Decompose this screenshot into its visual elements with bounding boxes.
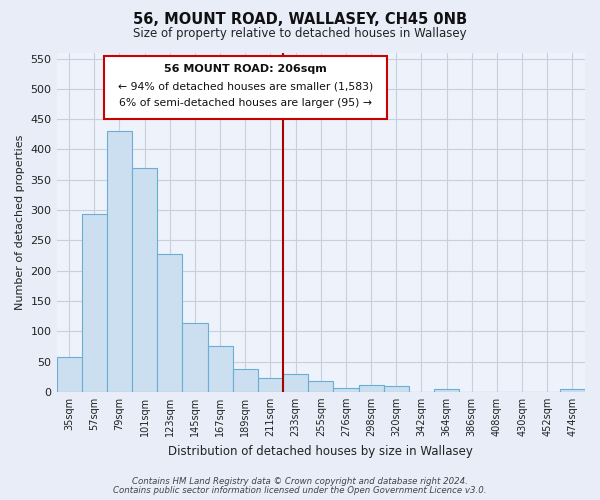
Bar <box>132 168 157 392</box>
Bar <box>182 322 208 392</box>
Bar <box>233 369 258 392</box>
Bar <box>258 378 283 392</box>
Bar <box>308 381 334 392</box>
Text: 6% of semi-detached houses are larger (95) →: 6% of semi-detached houses are larger (9… <box>119 98 372 108</box>
Bar <box>383 386 409 392</box>
Text: Contains HM Land Registry data © Crown copyright and database right 2024.: Contains HM Land Registry data © Crown c… <box>132 477 468 486</box>
Bar <box>359 384 383 392</box>
Bar <box>107 132 132 392</box>
Y-axis label: Number of detached properties: Number of detached properties <box>15 134 25 310</box>
Text: 56, MOUNT ROAD, WALLASEY, CH45 0NB: 56, MOUNT ROAD, WALLASEY, CH45 0NB <box>133 12 467 28</box>
Bar <box>157 254 182 392</box>
Bar <box>334 388 359 392</box>
Text: 56 MOUNT ROAD: 206sqm: 56 MOUNT ROAD: 206sqm <box>164 64 327 74</box>
Bar <box>283 374 308 392</box>
Text: ← 94% of detached houses are smaller (1,583): ← 94% of detached houses are smaller (1,… <box>118 82 373 92</box>
X-axis label: Distribution of detached houses by size in Wallasey: Distribution of detached houses by size … <box>169 444 473 458</box>
Bar <box>56 358 82 392</box>
Bar <box>208 346 233 392</box>
Bar <box>82 214 107 392</box>
Text: Contains public sector information licensed under the Open Government Licence v3: Contains public sector information licen… <box>113 486 487 495</box>
Bar <box>434 389 459 392</box>
Bar <box>560 390 585 392</box>
Text: Size of property relative to detached houses in Wallasey: Size of property relative to detached ho… <box>133 28 467 40</box>
FancyBboxPatch shape <box>104 56 387 118</box>
